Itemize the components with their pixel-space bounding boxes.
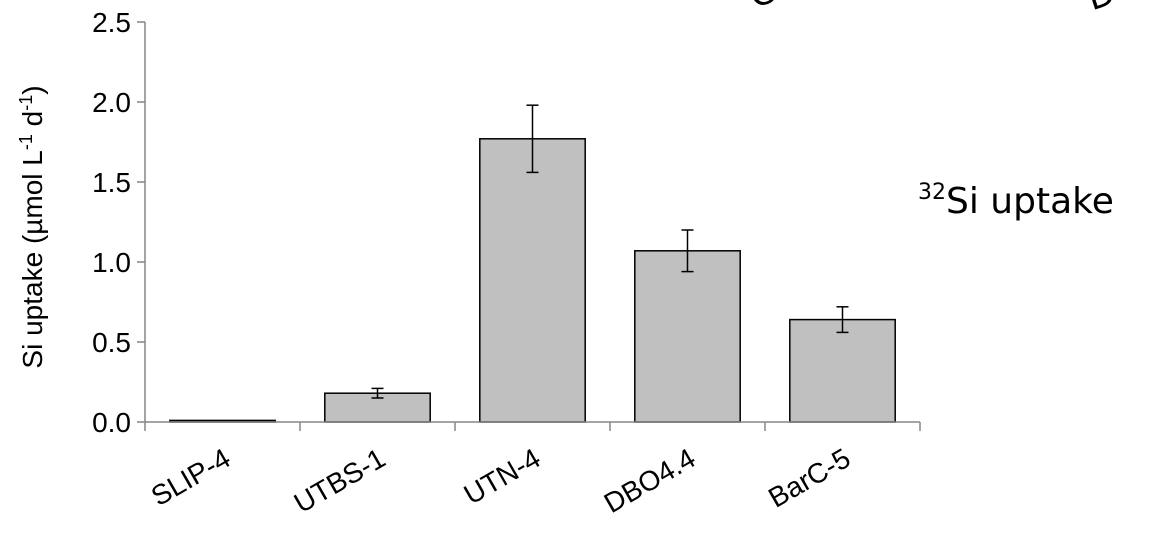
- x-axis: [144, 421, 921, 431]
- y-axis-title-sup2: -1: [16, 95, 36, 111]
- y-tick-label: 0.5: [92, 327, 131, 358]
- bars: [169, 138, 896, 423]
- y-axis-title-sup1: -1: [16, 134, 36, 150]
- x-tick-label: UTN-4: [459, 442, 546, 510]
- bar-utn-4: [479, 138, 586, 423]
- y-axis-title: Si uptake (µmol L-1 d-1): [16, 85, 48, 368]
- x-tick-label: SLIP-4: [146, 442, 236, 512]
- y-tick-label: 2.5: [92, 7, 131, 38]
- si32-uptake-label: 32Si uptake: [918, 180, 1114, 222]
- y-axis-title-main: Si uptake (µmol L: [17, 150, 48, 368]
- x-tick-label: UTBS-1: [289, 442, 391, 519]
- isotope-superscript: 32: [918, 180, 946, 205]
- annotation-text: Si uptake: [946, 181, 1114, 222]
- y-axis: 0.0 0.5 1.0 1.5 2.0 2.5: [92, 7, 146, 438]
- bar-dbo4-4: [634, 250, 741, 423]
- y-axis-title-mid: d: [17, 111, 48, 134]
- y-tick-label: 2.0: [92, 87, 131, 118]
- y-tick-label: 1.0: [92, 247, 131, 278]
- error-bars: [371, 104, 849, 399]
- bar-barc-5: [789, 318, 896, 423]
- x-tick-labels: SLIP-4 UTBS-1 UTN-4 DBO4.4 BarC-5: [146, 442, 856, 519]
- y-tick-label: 0.0: [92, 407, 131, 438]
- y-tick-label: 1.5: [92, 167, 131, 198]
- y-axis-title-end: ): [17, 85, 48, 94]
- x-tick-label: BarC-5: [763, 442, 855, 513]
- x-tick-label: DBO4.4: [599, 442, 701, 519]
